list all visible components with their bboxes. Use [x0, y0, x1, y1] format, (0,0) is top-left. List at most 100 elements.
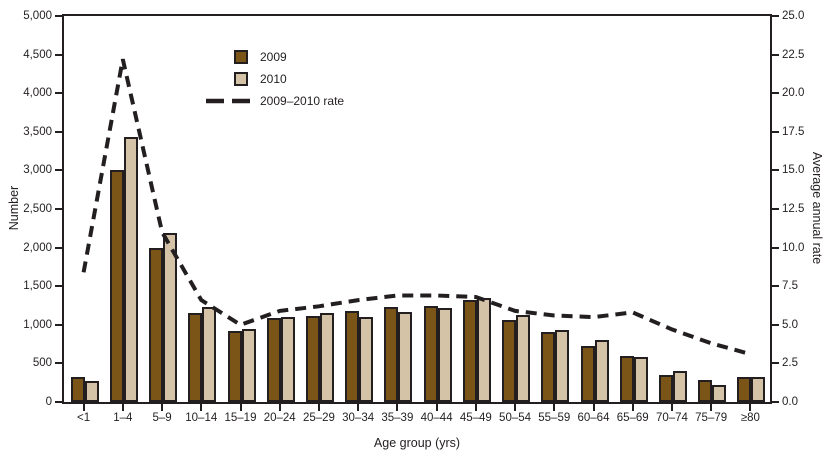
- x-tick-label: 50–54: [499, 412, 532, 424]
- legend-item-rate: 2009–2010 rate: [205, 90, 344, 112]
- y-right-tick: [772, 362, 779, 365]
- bar-2010-<1: [84, 381, 99, 402]
- x-tick-label: <1: [77, 412, 91, 424]
- legend: 2009 2010 2009–2010 rate: [205, 46, 344, 112]
- x-tick-label: 35–39: [381, 412, 414, 424]
- bar-2009-65–69: [619, 355, 634, 402]
- y-left-tick-label: 2,000: [23, 241, 52, 254]
- bar-2010-1–4: [123, 137, 138, 402]
- legend-label-2009: 2009: [260, 50, 287, 64]
- bar-2010-15–19: [241, 329, 256, 402]
- x-tick-label: 15–19: [224, 412, 257, 424]
- y-left-tick-label: 3,000: [23, 164, 52, 177]
- bar-2009-75–79: [698, 380, 713, 402]
- y-left-tick-label: 1,500: [23, 280, 52, 293]
- y-right-tick-label: 12.5: [782, 203, 805, 215]
- bar-2009-30–34: [345, 310, 360, 402]
- x-tick: [553, 404, 556, 411]
- bar-2009-5–9: [149, 247, 164, 402]
- bar-2009-10–14: [188, 313, 203, 402]
- y-right-tick: [772, 323, 779, 326]
- x-tick: [278, 404, 281, 411]
- bar-2009-40–44: [423, 306, 438, 402]
- y-axis-right-title: Average annual rate: [810, 151, 824, 265]
- x-axis-title: Age group (yrs): [373, 436, 461, 450]
- y-right-tick: [772, 130, 779, 133]
- y-left-tick: [55, 169, 62, 172]
- x-tick: [670, 404, 673, 411]
- bar-2009-70–74: [658, 374, 673, 402]
- bar-2010-35–39: [398, 311, 413, 402]
- y-left-tick-label: 3,500: [23, 125, 52, 138]
- x-tick: [121, 404, 124, 411]
- rate-line: [81, 58, 751, 357]
- y-right-tick: [772, 53, 779, 56]
- y-left-tick: [55, 285, 62, 288]
- bar-2010-5–9: [163, 232, 178, 402]
- bar-2010-70–74: [672, 371, 687, 402]
- y-right-tick-label: 20.0: [782, 87, 805, 100]
- y-right-tick-label: 5.0: [782, 318, 798, 331]
- y-right-tick-label: 22.5: [782, 48, 805, 61]
- x-tick-label: 20–24: [263, 412, 296, 424]
- x-tick-label: 10–14: [185, 412, 218, 424]
- x-tick-label: ≥80: [740, 412, 760, 424]
- bar-2010-55–59: [555, 330, 570, 402]
- legend-item-2009: 2009: [205, 46, 344, 68]
- x-tick-label: 40–44: [420, 412, 453, 424]
- y-left-tick-label: 0: [45, 396, 52, 408]
- bar-2010-65–69: [633, 357, 648, 402]
- y-left-tick: [55, 92, 62, 95]
- x-tick: [357, 404, 360, 411]
- x-tick-label: 5–9: [152, 412, 172, 424]
- y-right-tick: [772, 208, 779, 210]
- y-right-tick-label: 17.5: [782, 125, 805, 138]
- y-right-tick-label: 10.0: [782, 241, 805, 254]
- legend-swatch-2009: [234, 50, 248, 64]
- y-left-tick: [55, 130, 62, 133]
- bar-2010-20–24: [280, 317, 295, 402]
- y-right-tick-label: 15.0: [782, 164, 805, 177]
- x-tick-label: 75–79: [695, 412, 728, 424]
- legend-label-2010: 2010: [260, 72, 287, 86]
- legend-label-rate: 2009–2010 rate: [260, 94, 345, 108]
- x-tick-label: 30–34: [342, 412, 375, 424]
- legend-item-2010: 2010: [205, 68, 344, 90]
- y-right-tick-label: 7.5: [782, 280, 798, 293]
- x-tick: [631, 404, 634, 411]
- y-right-tick-label: 25.0: [782, 10, 805, 22]
- x-tick: [592, 404, 595, 411]
- bar-2009-45–49: [462, 300, 477, 402]
- y-left-tick-label: 500: [32, 357, 52, 370]
- x-tick: [749, 404, 752, 411]
- x-tick-label: 70–74: [655, 412, 688, 424]
- y-left-tick: [55, 53, 62, 56]
- bar-2010-75–79: [712, 385, 727, 402]
- y-left-tick-label: 4,500: [23, 48, 52, 61]
- bar-2010-≥80: [751, 377, 766, 402]
- bar-2009-15–19: [227, 330, 242, 402]
- x-tick: [474, 404, 477, 411]
- y-right-tick-label: 2.5: [782, 357, 798, 370]
- x-tick: [200, 404, 203, 411]
- x-tick: [514, 404, 517, 411]
- bar-2009-50–54: [502, 320, 517, 402]
- y-right-tick-label: 0.0: [782, 396, 798, 408]
- bar-2009-60–64: [580, 346, 595, 402]
- bar-2010-30–34: [359, 317, 374, 402]
- y-right-tick: [772, 92, 779, 95]
- y-left-tick: [55, 246, 62, 249]
- bar-2009-≥80: [737, 377, 752, 402]
- x-tick-label: 65–69: [616, 412, 649, 424]
- bar-2010-60–64: [594, 340, 609, 402]
- bar-2009-35–39: [384, 307, 399, 402]
- x-tick: [82, 404, 85, 411]
- y-right-tick: [772, 401, 779, 403]
- y-left-tick-label: 1,000: [23, 318, 52, 331]
- x-tick-label: 25–29: [302, 412, 335, 424]
- x-tick-label: 1–4: [113, 412, 133, 424]
- x-tick-label: 60–64: [577, 412, 610, 424]
- bar-2009-20–24: [266, 317, 281, 402]
- x-tick: [161, 404, 164, 411]
- bar-2010-25–29: [319, 313, 334, 402]
